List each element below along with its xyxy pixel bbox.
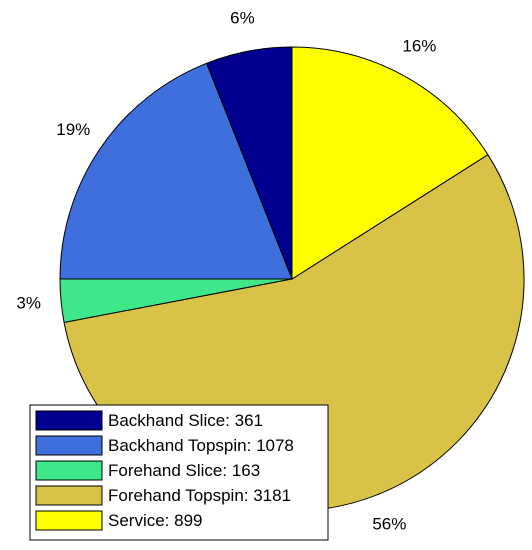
legend-swatch (35, 410, 103, 431)
pie-slice (59, 62, 293, 280)
legend-swatch (35, 435, 103, 456)
legend-label: Backhand Topspin: 1078 (108, 436, 294, 455)
slice-label: 19% (56, 120, 90, 139)
slice-label: 6% (230, 9, 255, 28)
legend-label: Service: 899 (108, 511, 203, 530)
legend-swatch (35, 485, 103, 506)
legend-swatch (35, 460, 103, 481)
slice-label: 56% (372, 514, 406, 533)
legend-label: Forehand Topspin: 3181 (108, 486, 291, 505)
legend-swatch (35, 510, 103, 531)
pie-slice (291, 46, 489, 280)
slice-label: 16% (402, 37, 436, 56)
legend-label: Forehand Slice: 163 (108, 461, 260, 480)
legend-label: Backhand Slice: 361 (108, 411, 263, 430)
slice-label: 3% (16, 293, 41, 312)
